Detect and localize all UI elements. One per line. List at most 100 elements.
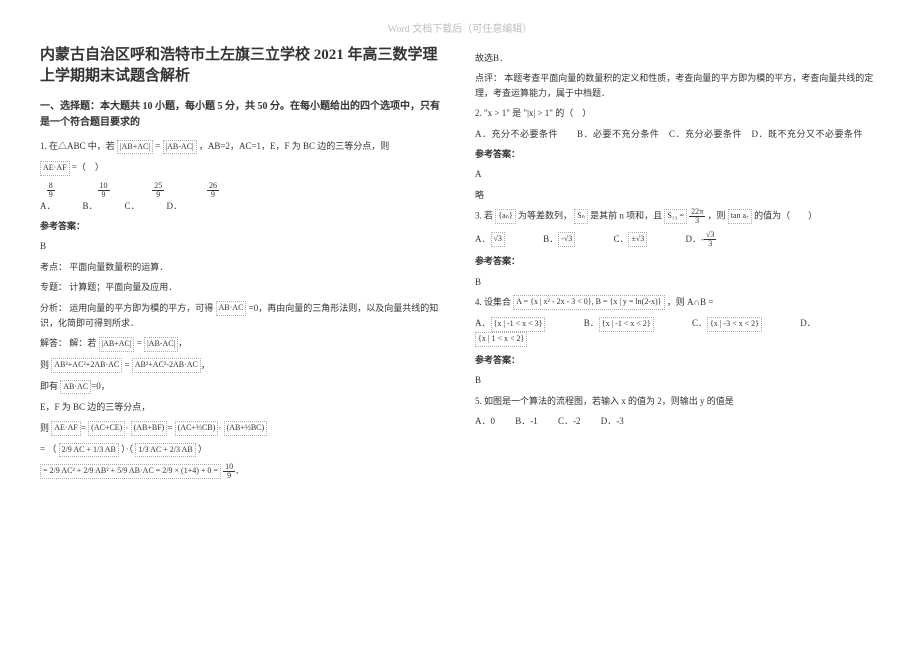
opt-b-frac: 109 xyxy=(98,182,128,199)
q1-prefix: 1. 在△ABC 中，若 xyxy=(40,141,115,151)
final1-box: 2/9 AC + 1/3 AB xyxy=(59,443,119,458)
q4-prefix: 4. 设集合 xyxy=(475,297,511,307)
formula-ab-minus-ac: |AB-AC| xyxy=(163,140,197,155)
q4-opt-b: B．{x | -1 < x < 2} xyxy=(584,318,672,328)
q4-answer-label: 参考答案： xyxy=(475,353,880,367)
q5-opt-c: C．-2 xyxy=(558,416,581,426)
q3-answer: B xyxy=(475,275,880,289)
section-1-title: 一、选择题：本大题共 10 小题，每小题 5 分，共 50 分。在每小题给出的四… xyxy=(40,99,445,131)
label-a: A． xyxy=(40,201,56,211)
left-column: 内蒙古自治区呼和浩特市土左旗三立学校 2021 年高三数学理上学期期末试题含解析… xyxy=(40,45,445,486)
q2-lue: 略 xyxy=(475,188,880,202)
q2-stem: 2. "x > 1" 是 "|x| > 1" 的（ ） xyxy=(475,106,880,120)
right-column: 故选B． 点评： 本题考查平面向量的数量积的定义和性质，考查向量的平方即为模的平… xyxy=(475,45,880,486)
jieda-text: 解：若 xyxy=(69,338,96,348)
q1-jieda: 解答： 解：若 |AB+AC| = |AB-AC|， xyxy=(40,336,445,351)
label-b: B． xyxy=(83,201,98,211)
q3-suffix2: 的值为（ ） xyxy=(754,211,817,221)
q5-opt-d: D．-3 xyxy=(601,416,624,426)
q3-options: A．√3 B．-√3 C．±√3 D．-√33 xyxy=(475,231,880,248)
dianping-text: 本题考查平面向量的数量积的定义和性质，考查向量的平方即为模的平方，考查向量共线的… xyxy=(475,73,873,97)
jiyou-label: 即有 xyxy=(40,381,58,391)
q1-ze-expand: 则 AE·AF= (AC+CE)· (AB+BF)= (AC+⅓CB)· (AB… xyxy=(40,421,445,436)
ab13-box: (AB+⅓BC) xyxy=(224,421,268,436)
q1-stem-line2: AE·AF =（ ） xyxy=(40,160,445,175)
kaodian-label: 考点： xyxy=(40,262,67,272)
q3-opt-a: A．√3 xyxy=(475,234,523,244)
q3-s13-box: S₁₃ = xyxy=(664,209,687,224)
q4-options: A．{x | -1 < x < 3} B．{x | -1 < x < 2} C．… xyxy=(475,316,880,347)
q1-ef: E，F 为 BC 边的三等分点， xyxy=(40,400,445,414)
q1-zhuanti: 专题： 计算题；平面向量及应用． xyxy=(40,280,445,294)
q3-22pi-frac: 22π3 xyxy=(689,208,705,225)
sq-expansion-2: AB²+AC²-2AB·AC xyxy=(132,358,201,373)
q4c-val: {x | -3 < x < 2} xyxy=(707,317,762,332)
final-value-frac: 109 xyxy=(223,463,235,480)
kaodian-text: 平面向量数量积的运算． xyxy=(69,262,168,272)
q3-mid: 为等差数列， xyxy=(518,211,572,221)
q1-answer-label: 参考答案： xyxy=(40,219,445,233)
q3-opt-d: D．-√33 xyxy=(686,234,753,244)
last-line-box: = 2/9 AC² + 2/9 AB² + 5/9 AB·AC = 2/9 × … xyxy=(40,464,221,479)
q2-answer: A xyxy=(475,167,880,181)
formula-ab-plus-ac: |AB+AC| xyxy=(117,140,153,155)
q4a-val: {x | -1 < x < 3} xyxy=(491,317,546,332)
q1-options: 89 109 259 269 A． B． C． D． xyxy=(40,182,445,213)
q3a-val: √3 xyxy=(491,232,505,247)
q1-sq-line: 则 AB²+AC²+2AB·AC = AB²+AC²-2AB·AC， xyxy=(40,358,445,373)
q5-opt-b: B．-1 xyxy=(515,416,538,426)
q3c-val: ±√3 xyxy=(628,232,647,247)
guxuan-b: 故选B． xyxy=(475,51,880,65)
q3-sn-box: Sₙ xyxy=(574,209,588,224)
q4-stem: 4. 设集合 A = {x | x² - 2x - 3 < 0}, B = {x… xyxy=(475,295,880,310)
q3-answer-label: 参考答案： xyxy=(475,254,880,268)
q3-an-box: {aₙ} xyxy=(495,209,515,224)
q4d-val: {x | 1 < x < 2} xyxy=(475,332,527,347)
eq-sign: = xyxy=(155,141,160,151)
q1-kaodian: 考点： 平面向量数量积的运算． xyxy=(40,260,445,274)
label-d: D． xyxy=(167,201,183,211)
q1-stem: 1. 在△ABC 中，若 |AB+AC| = |AB-AC| ，AB=2，AC=… xyxy=(40,139,445,154)
q3-tan-box: tan a₇ xyxy=(728,209,752,224)
q1-final-calc: = （ 2/9 AC + 1/3 AB ）·（ 1/3 AC + 2/3 AB … xyxy=(40,442,445,457)
ze-label2: 则 xyxy=(40,423,49,433)
final2-box: 1/3 AC + 2/3 AB xyxy=(135,443,195,458)
q3-prefix: 3. 若 xyxy=(475,211,493,221)
jieda-f1: |AB+AC| xyxy=(99,337,135,352)
jieda-label: 解答： xyxy=(40,338,67,348)
q3-opt-c: C．±√3 xyxy=(613,234,665,244)
q4-sets-box: A = {x | x² - 2x - 3 < 0}, B = {x | y = … xyxy=(513,295,664,310)
formula-dot-zero: AB·AC xyxy=(216,301,247,316)
ze-label: 则 xyxy=(40,360,49,370)
q3-suffix: ，则 xyxy=(707,211,725,221)
dianping: 点评： 本题考查平面向量的数量积的定义和性质，考查向量的平方即为模的平方，考查向… xyxy=(475,71,880,100)
q3-stem: 3. 若 {aₙ} 为等差数列， Sₙ 是其前 n 项和，且 S₁₃ = 22π… xyxy=(475,208,880,225)
dot-zero-2: AB·AC xyxy=(60,380,91,395)
q3d-frac: √33 xyxy=(704,231,734,248)
q3-opt-b: B．-√3 xyxy=(543,234,593,244)
accb-box: (AC+CE) xyxy=(88,421,125,436)
q3-mid2: 是其前 n 项和，且 xyxy=(590,211,662,221)
q1-jiyou: 即有 AB·AC=0， xyxy=(40,379,445,394)
q1-last-line: = 2/9 AC² + 2/9 AB² + 5/9 AB·AC = 2/9 × … xyxy=(40,463,445,480)
opt-c-frac: 259 xyxy=(152,182,182,199)
two-column-layout: 内蒙古自治区呼和浩特市土左旗三立学校 2021 年高三数学理上学期期末试题含解析… xyxy=(40,45,880,486)
q1-paren: =（ ） xyxy=(72,162,104,172)
jieda-f2: |AB-AC| xyxy=(144,337,178,352)
formula-ae-af: AE·AF xyxy=(40,161,70,176)
q1-answer: B xyxy=(40,239,445,253)
fenxi-label: 分析： xyxy=(40,303,67,313)
q2-options: A．充分不必要条件 B．必要不充分条件 C．充分必要条件 D．既不充分又不必要条… xyxy=(475,127,880,141)
zhuanti-text: 计算题；平面向量及应用． xyxy=(69,282,177,292)
q2-answer-label: 参考答案： xyxy=(475,147,880,161)
q3b-val: -√3 xyxy=(558,232,575,247)
q4b-val: {x | -1 < x < 2} xyxy=(599,317,654,332)
abbf-box: (AB+BF) xyxy=(131,421,168,436)
ac13-box: (AC+⅓CB) xyxy=(175,421,219,436)
q4-opt-c: C．{x | -3 < x < 2} xyxy=(692,318,780,328)
q5-options: A．0 B．-1 C．-2 D．-3 xyxy=(475,414,880,428)
q4-suffix: ，则 A∩B = xyxy=(667,297,714,307)
q1-fenxi: 分析： 运用向量的平方即为模的平方，可得 AB·AC =0，再由向量的三角形法则… xyxy=(40,301,445,331)
aeaf-box: AE·AF xyxy=(51,421,81,436)
q5-opt-a: A．0 xyxy=(475,416,495,426)
